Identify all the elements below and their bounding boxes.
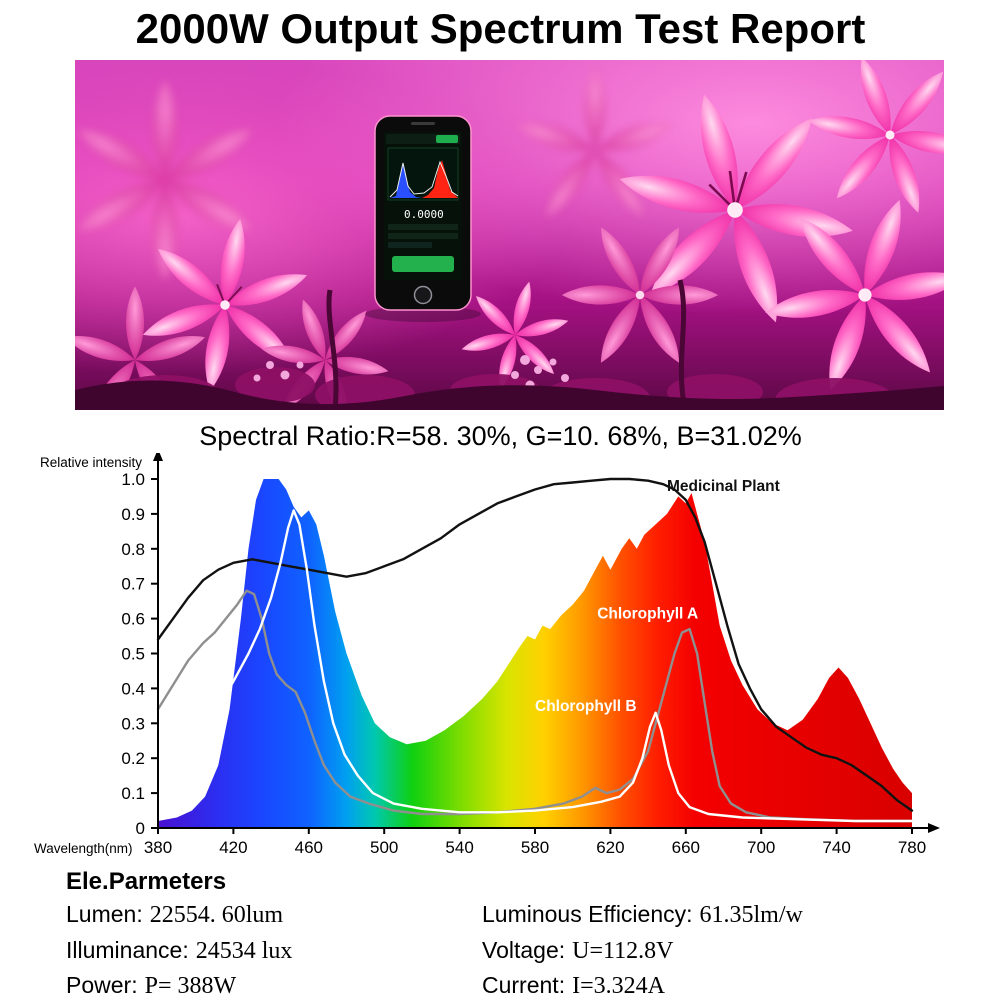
y-tick-label: 1.0 [121, 470, 145, 489]
y-axis-title: Relative intensity [40, 455, 142, 470]
spectrum-chart: 0 0.1 0.2 0.3 0.4 0.5 0.6 0.7 0.8 0.9 1.0 380 420 460… [34, 449, 940, 857]
y-tick-label: 0.8 [121, 540, 145, 559]
x-tick-label: 540 [445, 838, 473, 857]
spectrum-chart-section: 0 0.1 0.2 0.3 0.4 0.5 0.6 0.7 0.8 0.9 1.0 380 420 460… [0, 449, 1001, 865]
y-tick-label: 0.1 [121, 784, 145, 803]
phone-scan-button [392, 256, 454, 272]
stem-silhouettes [326, 279, 688, 410]
x-tick-label: 580 [521, 838, 549, 857]
x-tick-label: 420 [219, 838, 247, 857]
lily-flowers [75, 60, 944, 410]
y-tick-label: 0 [136, 819, 145, 838]
lily-flower [139, 217, 311, 393]
parameters-header: Ele.Parmeters [66, 868, 227, 895]
spectral-ratio-text: Spectral Ratio:R=58. 30%, G=10. 68%, B=3… [199, 421, 802, 451]
y-tick-label: 0.6 [121, 610, 145, 629]
lily-flower [763, 195, 944, 395]
y-tick-label: 0.3 [121, 714, 145, 733]
phone-status-badge [436, 135, 458, 143]
y-tick-label: 0.5 [121, 645, 145, 664]
parameters-left-column: Lumen: 22554. 60lum Illuminance: 24534 lux… [66, 897, 482, 1004]
y-tick-label: 0.9 [121, 505, 145, 524]
parameters-right-column: Luminous Efficiency: 61.35lm/w Voltage: U=… [482, 897, 803, 1004]
foreground-silhouette [75, 380, 944, 410]
phone-home-button [413, 285, 433, 305]
param-illuminance: Illuminance: 24534 lux [66, 936, 293, 964]
x-axis-arrow [928, 823, 940, 833]
phone-reading: 0.0000 [404, 208, 444, 221]
y-tick-label: 0.2 [121, 749, 145, 768]
spectrum-area [158, 479, 912, 828]
param-voltage: Voltage: U=112.8V [482, 936, 674, 964]
curve-label: Chlorophyll B [535, 698, 637, 715]
page-title: 2000W Output Spectrum Test Report [135, 5, 866, 52]
x-tick-label: 460 [295, 838, 323, 857]
x-tick-label: 780 [898, 838, 926, 857]
x-tick-label: 660 [672, 838, 700, 857]
param-current: Current: I=3.324A [482, 972, 665, 999]
y-tick-label: 0.4 [121, 679, 145, 698]
lily-flower [806, 60, 944, 217]
grow-light-photo: 0.0000 [75, 60, 944, 410]
curve-medicinal-plant [156, 477, 914, 812]
curve-label: Medicinal Plant [667, 478, 780, 495]
phone-speaker [411, 122, 435, 125]
curve-label: Chlorophyll A [597, 606, 698, 623]
lily-flower [561, 222, 719, 368]
x-tick-label: 380 [144, 838, 172, 857]
y-axis-arrow [153, 449, 163, 461]
x-tick-label: 740 [822, 838, 850, 857]
x-tick-label: 620 [596, 838, 624, 857]
y-tick-label: 0.7 [121, 575, 145, 594]
babys-breath-dots [253, 355, 569, 390]
spectrometer-phone: 0.0000 [374, 115, 472, 311]
x-tick-label: 500 [370, 838, 398, 857]
curve-chlorophyll-b [156, 509, 914, 823]
param-lumen: Lumen: 22554. 60lum [66, 901, 284, 928]
parameters-section: Ele.Parmeters Lumen: 22554. 60lum Illumin… [0, 867, 1001, 1004]
product-photo: 0.0000 [75, 60, 944, 410]
lily-flower [615, 90, 856, 328]
param-luminous-efficiency: Luminous Efficiency: 61.35lm/w [482, 901, 803, 928]
x-tick-label: 700 [747, 838, 775, 857]
x-axis-title: Wavelength(nm) [34, 841, 133, 856]
param-power: Power: P= 388W [66, 972, 237, 999]
